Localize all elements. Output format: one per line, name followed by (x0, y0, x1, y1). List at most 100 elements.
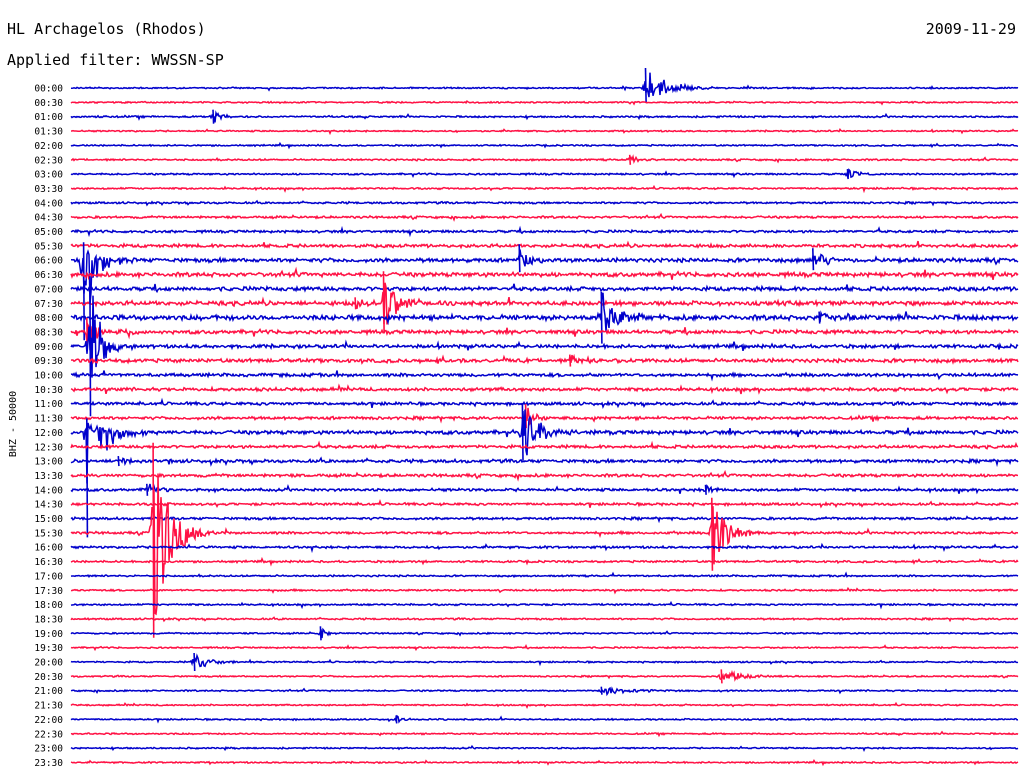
record-date: 2009-11-29 (925, 20, 1016, 38)
row-time-label: 03:00 (34, 170, 63, 181)
row-time-label: 21:30 (34, 701, 63, 712)
row-time-label: 00:30 (34, 98, 63, 109)
row-time-label: 23:30 (34, 758, 63, 769)
trace-line (70, 483, 1019, 495)
row-time-label: 20:30 (34, 672, 63, 683)
row-time-label: 15:30 (34, 528, 63, 539)
filter-label: Applied filter: WWSSN-SP (7, 51, 224, 69)
row-time-label: 08:00 (34, 313, 63, 324)
trace-line (70, 714, 1019, 724)
trace-line (70, 370, 1019, 382)
trace-line (70, 701, 1019, 709)
row-time-label: 01:30 (34, 127, 63, 138)
event-spike (628, 154, 632, 165)
trace-line (70, 282, 1019, 325)
trace-line (70, 141, 1019, 150)
row-time-label: 05:30 (34, 241, 63, 252)
trace-line (70, 758, 1019, 767)
trace-line (70, 498, 1019, 509)
event-spike (89, 276, 92, 417)
trace-line (70, 292, 1019, 332)
row-time-label: 18:30 (34, 614, 63, 625)
event-spike (812, 248, 815, 271)
event-spike (212, 109, 215, 124)
trace-line (70, 469, 1018, 482)
row-time-label: 13:30 (34, 471, 63, 482)
trace-line (70, 627, 1019, 639)
trace-line (71, 128, 1019, 136)
trace-line (70, 266, 1019, 280)
trace-line (70, 407, 1019, 426)
trace-line (70, 515, 1019, 524)
row-time-label: 22:30 (34, 729, 63, 740)
trace-line (70, 72, 1019, 98)
row-time-label: 12:00 (34, 428, 63, 439)
row-time-label: 17:00 (34, 571, 63, 582)
trace-line (70, 644, 1019, 652)
trace-line (70, 600, 1019, 610)
trace-line (70, 240, 1019, 250)
row-time-label: 01:00 (34, 112, 63, 123)
row-time-label: 02:30 (34, 155, 63, 166)
row-time-label: 04:30 (34, 213, 63, 224)
y-axis-label: BHZ - 50000 (8, 391, 19, 457)
trace-line (70, 473, 1019, 616)
row-time-label: 04:00 (34, 198, 63, 209)
trace-line (70, 212, 1019, 222)
trace-line (70, 653, 1019, 668)
row-time-label: 13:00 (34, 457, 63, 468)
trace-line (70, 295, 1019, 378)
trace-line (70, 154, 1019, 165)
event-spike (354, 297, 357, 310)
row-time-label: 09:00 (34, 342, 63, 353)
event-spike (518, 244, 521, 273)
row-time-label: 07:30 (34, 299, 63, 310)
event-spike (711, 497, 714, 571)
trace-line (70, 744, 1019, 753)
event-spike (704, 484, 707, 495)
trace-line (70, 556, 1019, 567)
event-spike (720, 669, 723, 684)
row-time-label: 08:30 (34, 327, 63, 338)
event-spike (846, 169, 849, 180)
row-time-label: 14:00 (34, 485, 63, 496)
trace-line (70, 383, 1019, 395)
trace-line (70, 184, 1019, 194)
trace-line (70, 397, 1019, 409)
event-spike (117, 456, 120, 467)
trace-line (70, 686, 1019, 697)
row-time-label: 19:30 (34, 643, 63, 654)
event-spike (569, 354, 572, 367)
event-spike (818, 311, 821, 324)
trace-line (70, 616, 1019, 623)
event-spike (600, 291, 603, 344)
row-time-label: 00:00 (34, 84, 63, 95)
trace-line (70, 586, 1019, 595)
event-spike (86, 317, 89, 344)
row-time-label: 05:00 (34, 227, 63, 238)
trace-line (70, 456, 1019, 468)
row-time-label: 18:00 (34, 600, 63, 611)
trace-line (70, 730, 1019, 738)
event-spike (146, 483, 149, 496)
row-time-label: 11:00 (34, 399, 63, 410)
event-spike (193, 652, 196, 672)
row-time-label: 15:00 (34, 514, 63, 525)
row-time-label: 02:00 (34, 141, 63, 152)
row-time-label: 03:30 (34, 184, 63, 195)
row-time-label: 16:30 (34, 557, 63, 568)
row-time-label: 06:00 (34, 256, 63, 267)
trace-line (70, 353, 1019, 365)
row-time-label: 20:00 (34, 658, 63, 669)
event-spike (600, 686, 603, 695)
event-spike (382, 271, 385, 334)
event-spike (521, 404, 524, 461)
row-time-label: 09:30 (34, 356, 63, 367)
row-time-label: 10:30 (34, 385, 63, 396)
trace-line (71, 249, 1019, 304)
row-time-label: 10:00 (34, 371, 63, 382)
row-time-label: 14:30 (34, 500, 63, 511)
event-spike (395, 715, 398, 724)
trace-line (70, 669, 1019, 682)
